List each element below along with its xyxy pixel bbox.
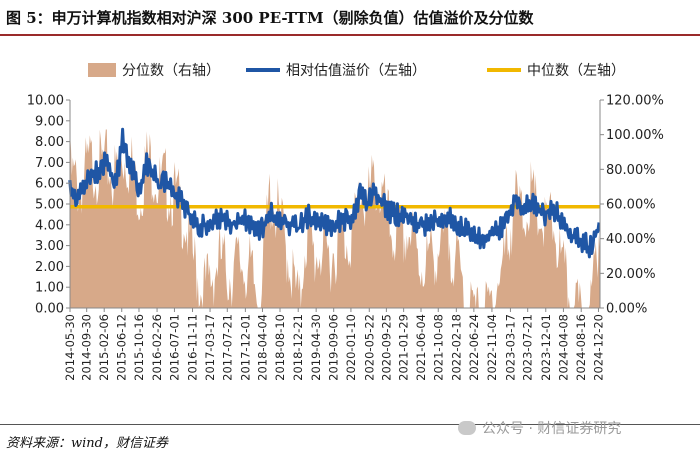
x-tick-label: 2021-06-04 <box>414 314 428 381</box>
right-tick-label: 40.00% <box>606 232 656 247</box>
left-tick-label: 0.00 <box>35 302 64 317</box>
right-tick-label: 100.00% <box>606 128 664 143</box>
title-bar: 图 5：申万计算机指数相对沪深 300 PE-TTM（剔除负值）估值溢价及分位数 <box>0 0 700 36</box>
x-tick-label: 2016-07-01 <box>167 314 181 381</box>
left-tick-label: 3.00 <box>35 239 64 254</box>
footer-divider <box>0 424 700 425</box>
legend-label: 相对估值溢价（左轴） <box>286 63 426 79</box>
x-tick-label: 2016-02-26 <box>150 314 164 381</box>
x-tick-label: 2023-12-01 <box>539 314 553 381</box>
premium-line <box>68 127 601 259</box>
left-tick-label: 6.00 <box>35 177 64 192</box>
x-tick-label: 2018-08-10 <box>273 314 287 381</box>
left-tick-label: 1.00 <box>35 281 64 296</box>
legend: 分位数（右轴） 相对估值溢价（左轴） 中位数（左轴） <box>88 63 625 79</box>
x-tick-label: 2014-09-30 <box>80 314 94 381</box>
x-tick-label: 2022-06-24 <box>467 314 481 381</box>
left-tick-label: 2.00 <box>35 260 64 275</box>
legend-label: 分位数（右轴） <box>122 63 220 79</box>
percentile-area <box>69 129 600 308</box>
right-tick-label: 60.00% <box>606 198 656 213</box>
x-tick-label: 2024-04-08 <box>556 314 570 381</box>
legend-swatch-percentile <box>88 63 116 77</box>
x-tick-label: 2023-07-21 <box>521 314 535 381</box>
left-tick-label: 7.00 <box>35 156 64 171</box>
x-tick-label: 2017-12-01 <box>238 314 252 381</box>
x-tick-label: 2015-06-12 <box>115 314 129 381</box>
left-tick-label: 9.00 <box>35 114 64 129</box>
right-tick-label: 120.00% <box>606 94 664 109</box>
wechat-icon <box>458 421 476 435</box>
x-tick-label: 2015-10-16 <box>132 314 146 381</box>
x-tick-label: 2024-12-20 <box>592 314 606 381</box>
plot-area: 0.00 1.00 2.00 3.00 4.00 5.00 6.00 7.00 8.00 9.00… <box>27 94 664 381</box>
x-tick-label: 2014-05-30 <box>63 314 77 381</box>
x-tick-label: 2017-03-17 <box>203 314 217 381</box>
figure-title: 图 5：申万计算机指数相对沪深 300 PE-TTM（剔除负值）估值溢价及分位数 <box>6 9 534 27</box>
legend-label: 中位数（左轴） <box>527 63 625 79</box>
x-tick-label: 2022-11-04 <box>485 314 499 381</box>
watermark: 公众号 · 财信证券研究 <box>458 418 621 438</box>
left-tick-label: 10.00 <box>27 94 64 109</box>
left-tick-label: 4.00 <box>35 218 64 233</box>
x-tick-label: 2018-12-21 <box>291 314 305 381</box>
right-tick-label: 80.00% <box>606 163 656 178</box>
right-tick-label: 20.00% <box>606 267 656 282</box>
x-tick-label: 2021-01-29 <box>397 314 411 381</box>
right-tick-label: 0.00% <box>606 302 647 317</box>
watermark-text: 公众号 · 财信证券研究 <box>482 421 622 437</box>
x-tick-label: 2020-09-25 <box>379 314 393 381</box>
x-tick-label: 2020-05-22 <box>362 314 376 381</box>
left-tick-label: 5.00 <box>35 198 64 213</box>
x-tick-label: 2022-02-18 <box>449 314 463 381</box>
x-tick-label: 2018-04-04 <box>256 314 270 381</box>
x-tick-label: 2017-07-21 <box>220 314 234 381</box>
x-tick-label: 2021-10-08 <box>431 314 445 381</box>
chart: 分位数（右轴） 相对估值溢价（左轴） 中位数（左轴） 0.00 1.00 2.00 3.0… <box>27 63 664 381</box>
x-tick-label: 2020-01-10 <box>344 314 358 381</box>
x-tick-label: 2023-03-17 <box>503 314 517 381</box>
source-note: 资料来源：wind，财信证券 <box>6 436 168 451</box>
left-tick-label: 8.00 <box>35 135 64 150</box>
x-tick-label: 2016-11-11 <box>186 314 200 381</box>
x-tick-label: 2019-04-30 <box>309 314 323 381</box>
x-tick-label: 2019-09-06 <box>327 314 341 381</box>
x-tick-label: 2024-08-16 <box>574 314 588 381</box>
x-tick-label: 2015-02-06 <box>97 314 111 381</box>
